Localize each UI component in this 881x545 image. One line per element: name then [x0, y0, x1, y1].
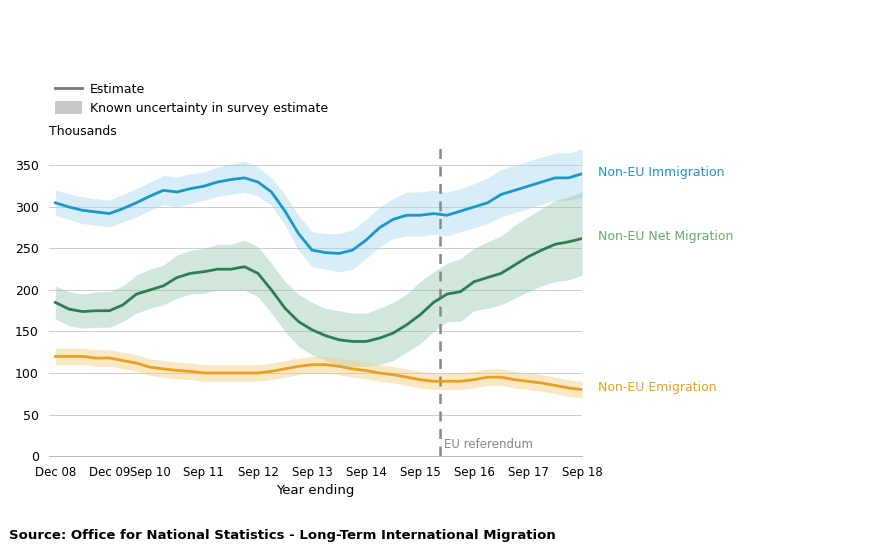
X-axis label: Year ending: Year ending: [276, 485, 354, 497]
Text: Non-EU Immigration: Non-EU Immigration: [598, 166, 725, 179]
Legend: Estimate, Known uncertainty in survey estimate: Estimate, Known uncertainty in survey es…: [55, 82, 328, 114]
Text: EU referendum: EU referendum: [444, 438, 533, 451]
Text: Non-EU Net Migration: Non-EU Net Migration: [598, 231, 734, 243]
Text: Non-EU Emigration: Non-EU Emigration: [598, 382, 717, 395]
Text: Source: Office for National Statistics - Long-Term International Migration: Source: Office for National Statistics -…: [9, 529, 556, 542]
Text: Thousands: Thousands: [48, 125, 116, 138]
